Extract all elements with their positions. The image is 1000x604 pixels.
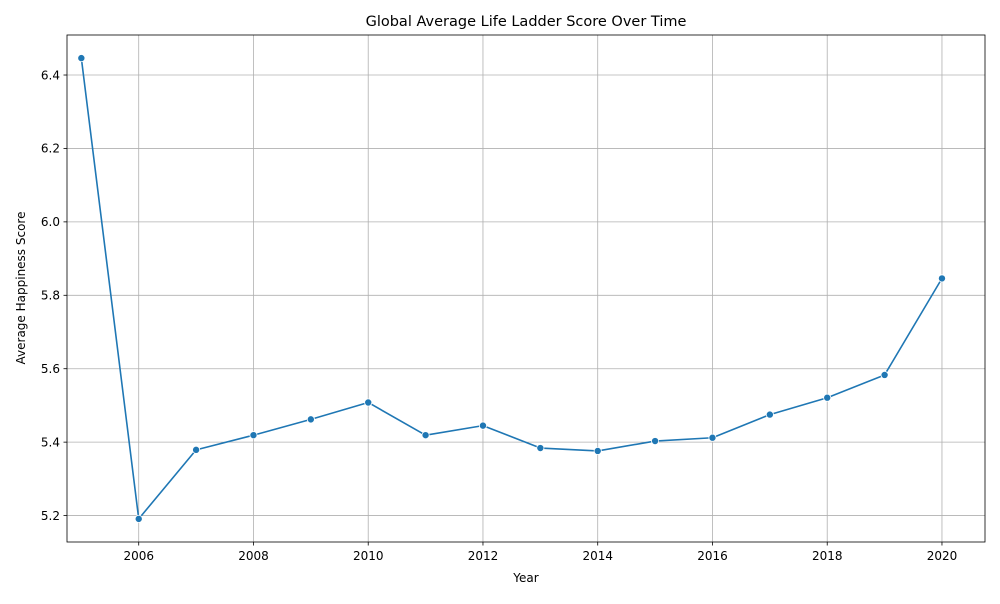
y-tick-label: 6.4 (41, 68, 60, 82)
x-tick-label: 2014 (582, 549, 613, 563)
y-tick-label: 6.0 (41, 215, 60, 229)
y-tick-label: 6.2 (41, 142, 60, 156)
y-tick-label: 5.4 (41, 435, 60, 449)
data-point (536, 444, 545, 453)
series-markers (77, 54, 946, 523)
x-tick-label: 2016 (697, 549, 728, 563)
chart-title: Global Average Life Ladder Score Over Ti… (366, 14, 687, 30)
x-tick-label: 2010 (353, 549, 384, 563)
x-axis-label: Year (512, 571, 538, 585)
data-point (192, 445, 201, 454)
data-point (765, 410, 774, 419)
data-point (306, 415, 315, 424)
data-point (134, 514, 143, 523)
series-lines (80, 58, 943, 520)
y-tick-label: 5.2 (41, 509, 60, 523)
x-tick-label: 2018 (812, 549, 843, 563)
data-point (708, 433, 717, 442)
data-point (249, 431, 258, 440)
data-point (77, 54, 86, 63)
data-point (651, 437, 660, 446)
data-point (421, 431, 430, 440)
y-tick-label: 5.6 (41, 362, 60, 376)
y-axis-label: Average Happiness Score (14, 212, 28, 365)
x-tick-label: 2012 (468, 549, 499, 563)
x-tick-label: 2006 (123, 549, 154, 563)
y-axis-ticks: 5.2 5.4 5.6 5.8 6.0 6.2 6.4 (41, 68, 67, 523)
data-point (478, 421, 487, 430)
data-point (823, 393, 832, 402)
data-point (364, 398, 373, 407)
y-tick-label: 5.8 (41, 289, 60, 303)
data-point (593, 446, 602, 455)
data-point (937, 274, 946, 283)
x-tick-label: 2008 (238, 549, 269, 563)
plot-frame (66, 34, 986, 543)
x-axis-ticks: 2006 2008 2010 2012 2014 2016 2018 2020 (123, 542, 957, 563)
data-point (880, 370, 889, 379)
series-line (80, 58, 943, 520)
x-tick-label: 2020 (927, 549, 958, 563)
gridlines (67, 35, 985, 542)
